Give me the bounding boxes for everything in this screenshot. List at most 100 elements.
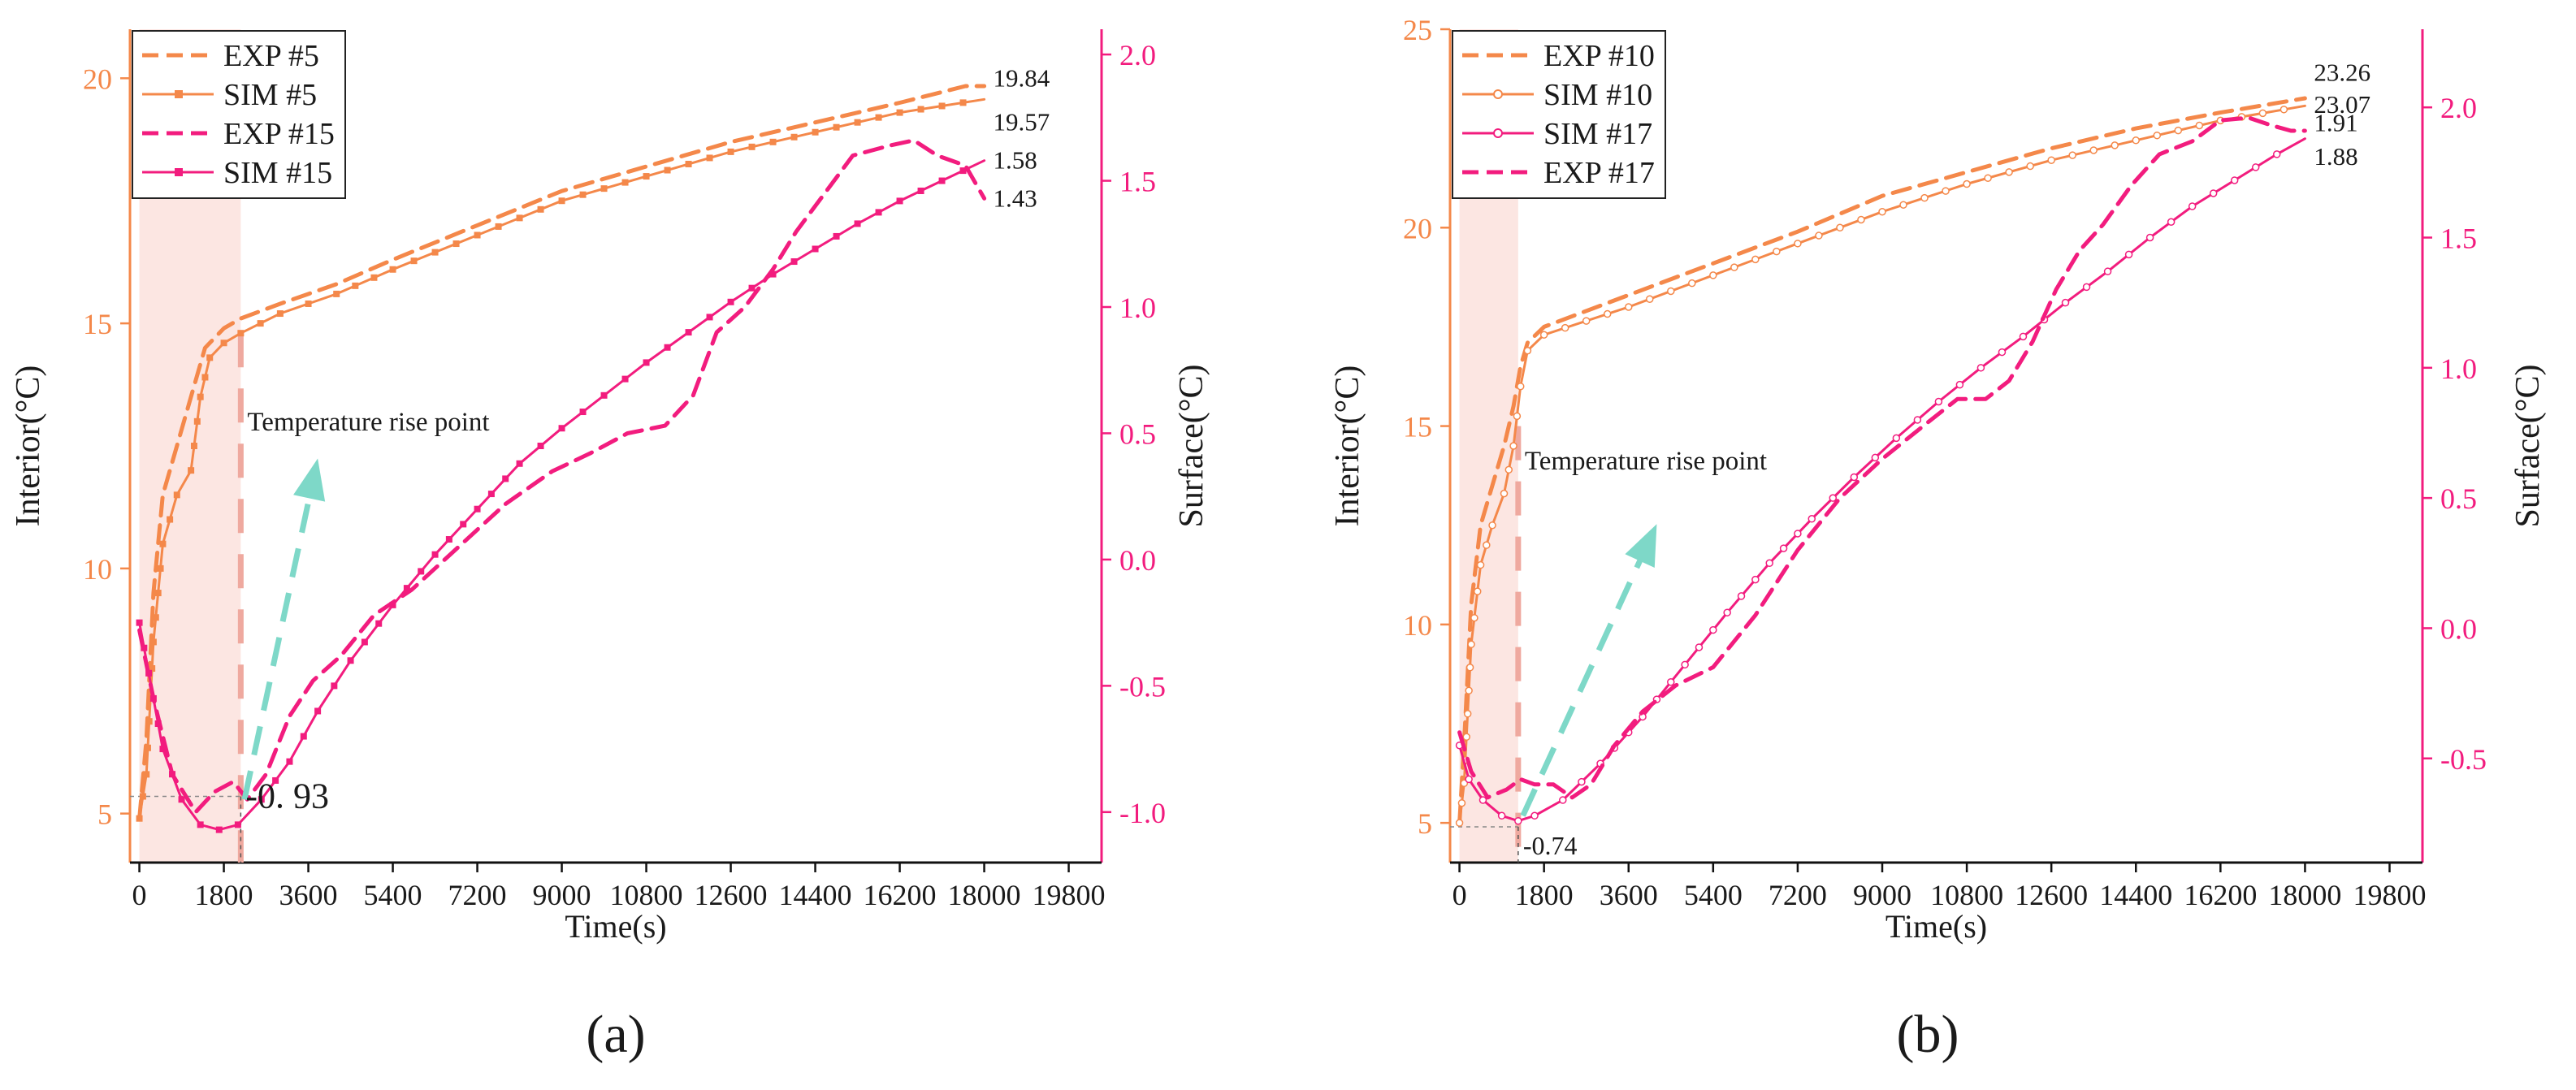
x-tick-label: 14400 [779, 879, 852, 911]
data-point [1737, 592, 1746, 600]
data-point [1513, 412, 1522, 421]
data-point [1466, 664, 1474, 672]
series-line-exp17 [1457, 115, 2307, 800]
x-tick-label: 18000 [2268, 879, 2341, 911]
data-point [727, 298, 734, 305]
data-point [1829, 494, 1838, 502]
data-point [237, 330, 245, 337]
data-point [474, 505, 481, 513]
right-y-tick-label: 2.0 [2440, 92, 2477, 124]
data-point [2230, 176, 2239, 184]
data-point [1539, 331, 1548, 339]
data-point [748, 284, 755, 292]
left-y-tick-label: 5 [97, 798, 112, 831]
x-axis-label: Time(s) [565, 908, 666, 945]
data-point [2068, 151, 2076, 159]
x-tick-label: 3600 [1600, 879, 1658, 911]
data-point [1455, 819, 1464, 827]
data-point [286, 758, 293, 765]
left-y-tick-label: 15 [1403, 411, 1432, 443]
end-value-label: 19.84 [993, 63, 1050, 92]
right-y-tick-label: 1.5 [2440, 223, 2477, 255]
end-value-label: 1.58 [993, 146, 1037, 175]
left-y-tick-label: 20 [83, 63, 112, 95]
x-tick-label: 14400 [2099, 879, 2172, 911]
data-point [389, 266, 396, 273]
data-point [220, 340, 227, 347]
data-point [1667, 677, 1675, 686]
right-y-tick-label: 0.5 [2440, 482, 2477, 515]
data-point [1530, 811, 1539, 820]
data-point [154, 720, 162, 727]
data-point [1603, 309, 1612, 318]
data-point [1808, 515, 1816, 523]
x-tick-label: 1800 [1515, 879, 1574, 911]
legend-label: EXP #10 [1543, 39, 1655, 73]
data-point [139, 793, 146, 800]
x-tick-label: 18000 [948, 879, 1021, 911]
data-point [516, 214, 523, 222]
data-point [149, 638, 157, 646]
data-point [1476, 560, 1485, 569]
data-point [2174, 126, 2183, 135]
legend-label: EXP #5 [223, 39, 319, 73]
data-point [1462, 733, 1470, 742]
right-y-tick-label: 0.0 [1119, 544, 1156, 577]
data-point [558, 197, 565, 205]
data-point [1483, 541, 1491, 549]
data-point [234, 821, 241, 828]
data-point [173, 491, 180, 499]
x-tick-label: 7200 [1769, 879, 1827, 911]
data-point [769, 138, 777, 145]
right-y-tick-label: 1.0 [2440, 353, 2477, 385]
data-point [502, 475, 509, 482]
right-y-tick-label: 2.0 [1119, 39, 1156, 71]
data-point [1523, 346, 1532, 355]
left-y-tick-label: 5 [1418, 807, 1432, 840]
legend-label: EXP #15 [223, 117, 335, 151]
right-y-tick-label: -1.0 [1119, 797, 1166, 829]
x-tick-label: 5400 [364, 879, 422, 911]
data-point [2047, 156, 2055, 164]
data-point [1488, 521, 1496, 530]
data-point [1514, 816, 1522, 825]
right-y-tick-label: 0.5 [1119, 417, 1156, 450]
data-point [706, 154, 713, 162]
data-point [300, 733, 307, 740]
data-point [1913, 416, 1922, 424]
data-point [537, 205, 544, 213]
legend-label: EXP #17 [1543, 156, 1655, 190]
data-point [875, 209, 882, 216]
data-point [790, 258, 798, 266]
legend-marker [1493, 89, 1503, 99]
data-point [727, 148, 734, 155]
data-point [157, 564, 164, 572]
x-tick-label: 9000 [533, 879, 591, 911]
min-value-label: -0.74 [1523, 831, 1578, 860]
x-tick-label: 9000 [1853, 879, 1911, 911]
data-point [833, 232, 840, 240]
x-tick-label: 10800 [610, 879, 683, 911]
data-point [276, 310, 284, 318]
data-point [197, 393, 204, 400]
data-point [141, 644, 148, 651]
data-point [1667, 287, 1675, 296]
data-point [769, 270, 777, 278]
data-point [361, 638, 368, 646]
data-point [431, 551, 439, 558]
data-point [2103, 267, 2112, 275]
left-y-axis-label: Interior(°C) [1329, 365, 1366, 527]
data-point [370, 274, 378, 281]
data-point [1751, 575, 1760, 584]
legend-box [132, 30, 346, 199]
data-point [1730, 263, 1738, 271]
x-tick-label: 5400 [1684, 879, 1743, 911]
data-point [1984, 174, 1992, 182]
panel-a: 0 1800 3600 5400 7200 9000 10800 12600 14400 1620… [10, 29, 1210, 1064]
data-point [2272, 150, 2281, 158]
legend-label: SIM #10 [1543, 78, 1652, 112]
data-point [938, 177, 946, 184]
data-point [1942, 187, 1950, 195]
data-point [403, 585, 410, 592]
data-point [1751, 255, 1760, 264]
